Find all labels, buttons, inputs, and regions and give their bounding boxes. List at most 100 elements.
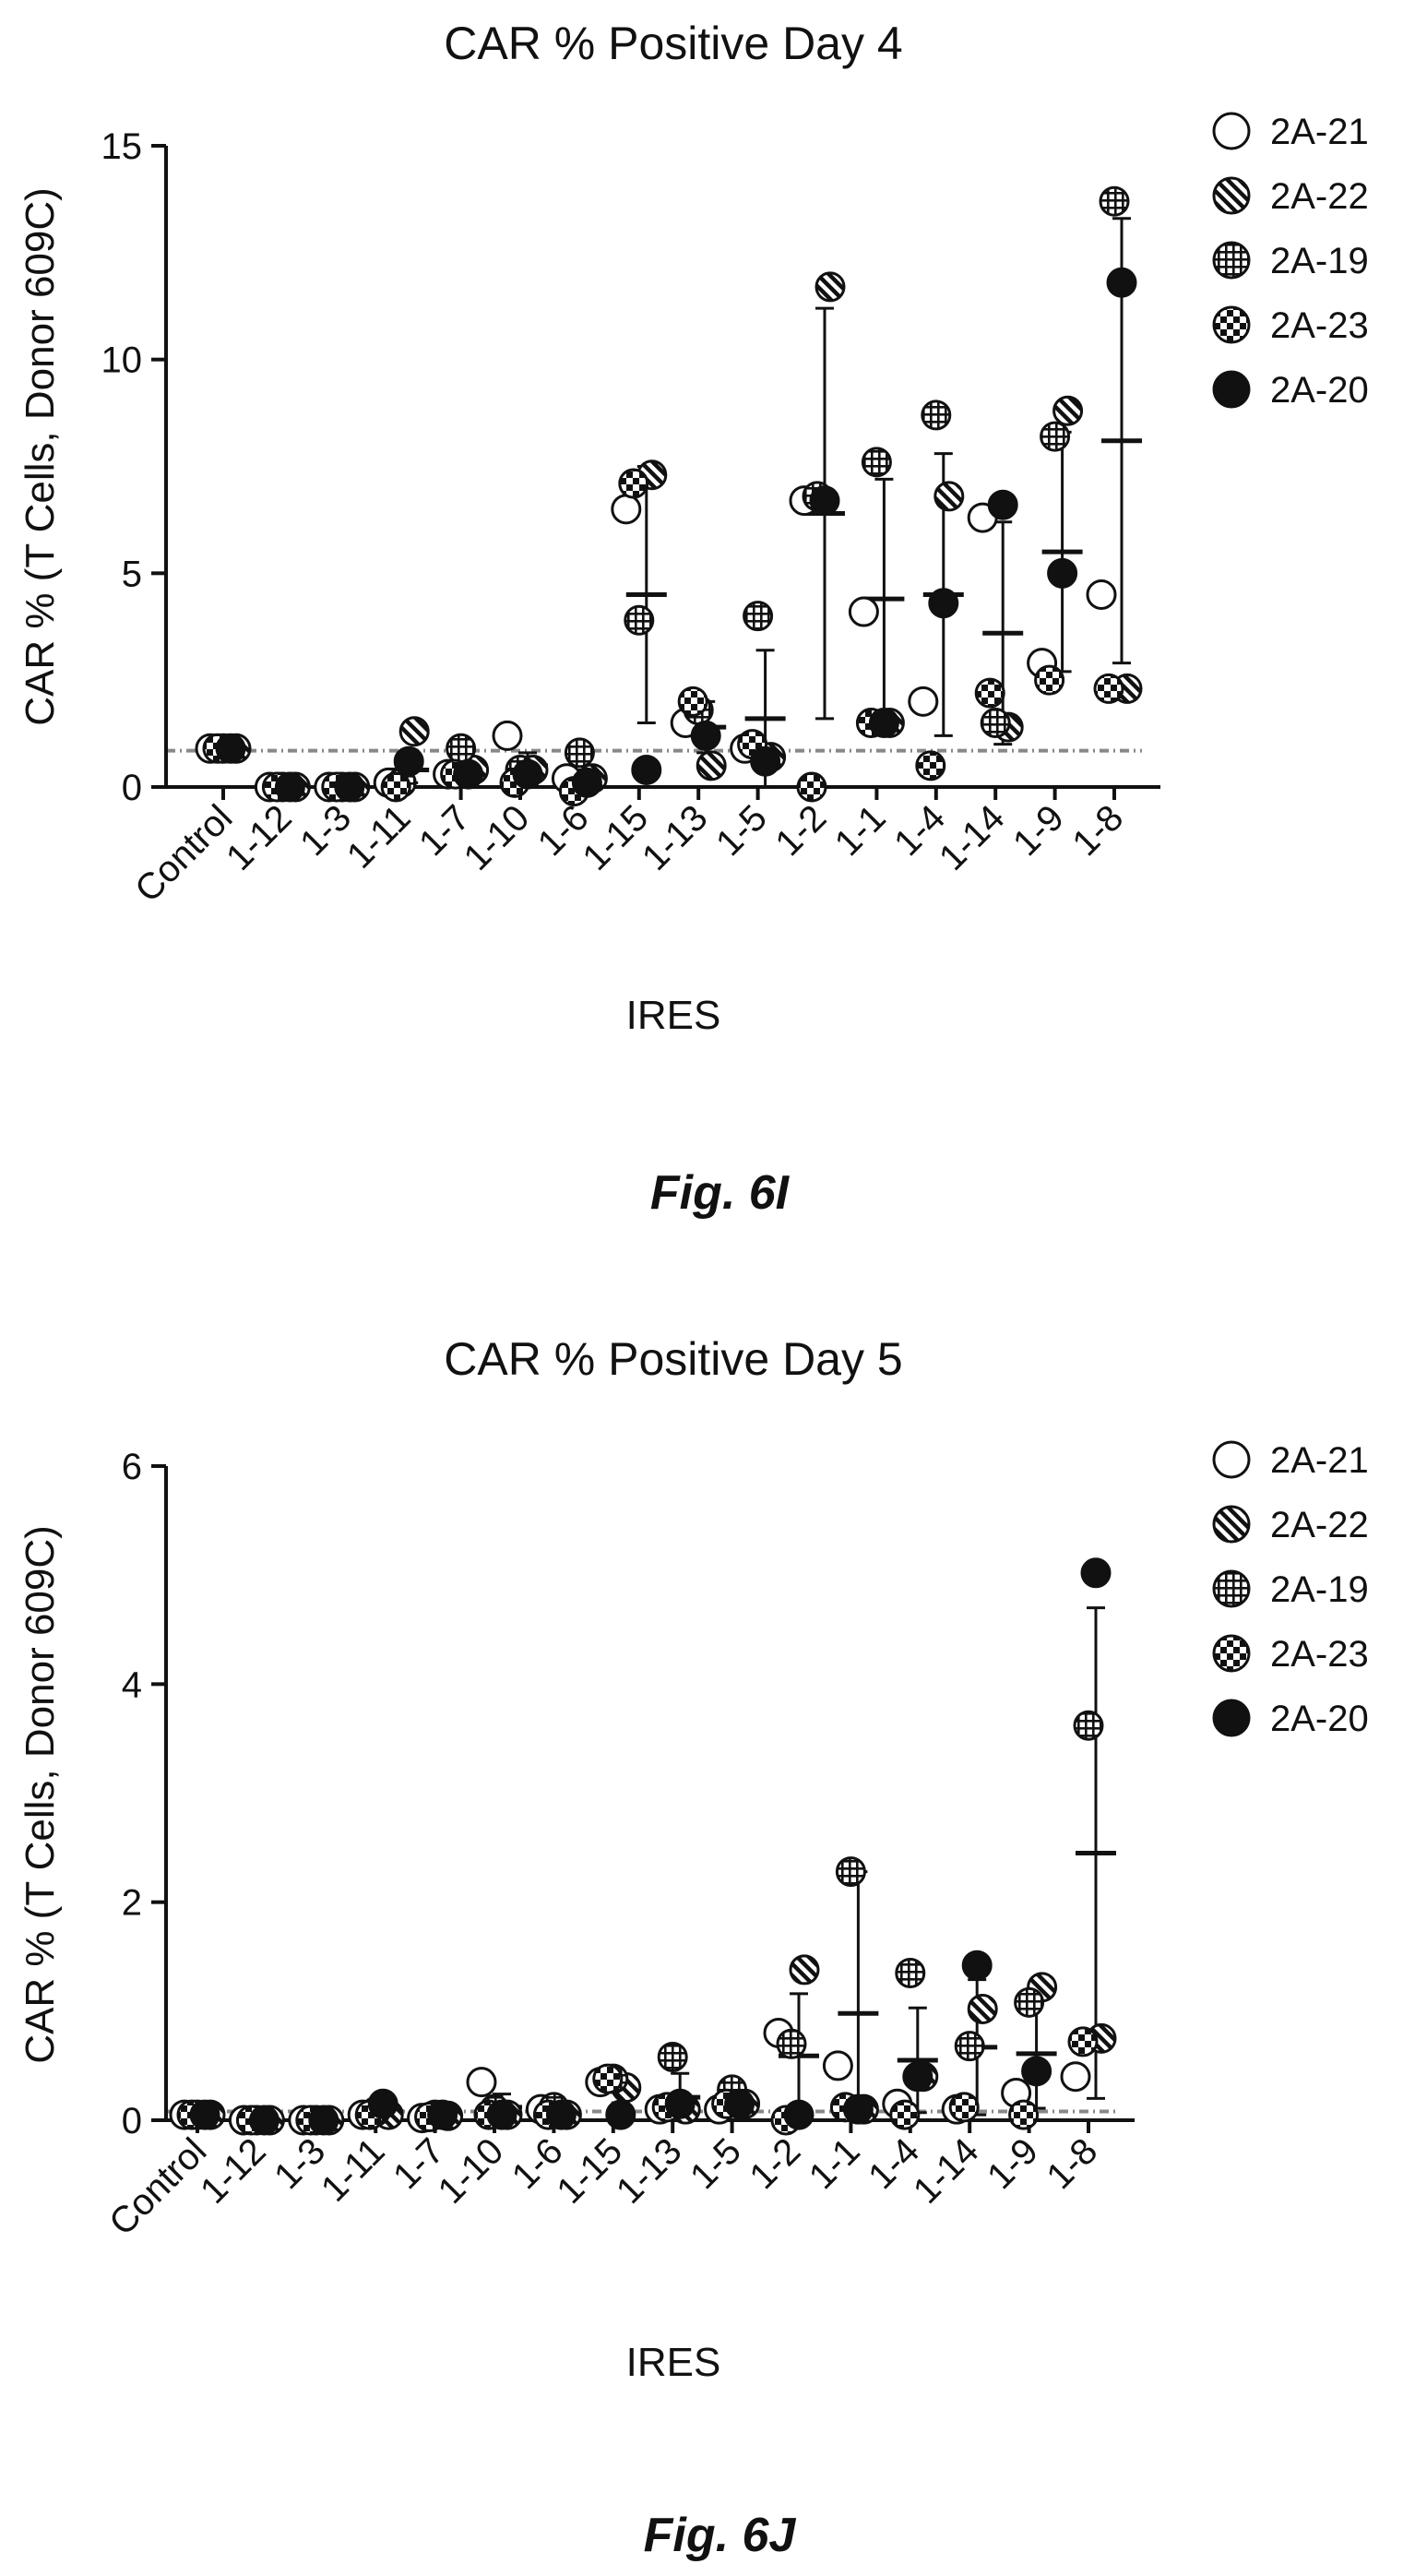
x-tick-label: 1-9 (1005, 797, 1072, 864)
data-point-2a-23 (380, 771, 411, 803)
data-point-2a-22 (398, 716, 430, 747)
x-tick-label: 1-5 (683, 2130, 749, 2197)
x-tick-label: 1-13 (635, 797, 716, 878)
data-point-2a-20 (189, 2099, 220, 2130)
legend-marker-2a-22 (1212, 1505, 1251, 1544)
data-point-2a-23 (1093, 673, 1124, 704)
x-tick-label: 1-9 (980, 2130, 1046, 2197)
data-point-2a-20 (690, 720, 721, 751)
legend-marker-2a-21 (1212, 1440, 1251, 1479)
y-tick-label: 0 (122, 2101, 142, 2141)
chart-day-5: CAR % Positive Day 5 0 2 4 6 CAR % (T Cells, … (18, 1333, 1369, 2562)
data-point-2a-19 (564, 737, 595, 769)
data-point-2a-21 (1060, 2061, 1091, 2093)
x-tick-label: 1-13 (609, 2130, 690, 2212)
data-point-2a-23 (677, 686, 708, 717)
legend-marker-2a-19 (1212, 241, 1251, 280)
data-point-2a-19 (835, 1856, 866, 1888)
data-point-2a-21 (908, 686, 939, 717)
legend-marker-2a-22 (1212, 176, 1251, 215)
legend-marker-2a-20 (1212, 370, 1251, 409)
legend-label: 2A-19 (1270, 1569, 1369, 1610)
data-point-2a-20 (809, 485, 840, 517)
x-tick-label: 1-15 (549, 2130, 630, 2212)
legend-marker-2a-20 (1212, 1699, 1251, 1737)
data-point-2a-20 (750, 745, 781, 777)
x-tick-label: 1-14 (906, 2130, 987, 2212)
chart-title: CAR % Positive Day 4 (444, 18, 902, 69)
y-tick-label: 6 (122, 1447, 142, 1487)
data-point-2a-19 (980, 708, 1011, 738)
data-point-2a-19 (895, 1957, 926, 1988)
data-point-2a-21 (848, 596, 879, 627)
data-point-2a-19 (624, 604, 655, 636)
data-point-2a-19 (1014, 1986, 1045, 2018)
data-point-2a-23 (889, 2099, 921, 2130)
legend-label: 2A-20 (1270, 1699, 1369, 1739)
legend-label: 2A-21 (1270, 112, 1369, 152)
data-point-2a-20 (664, 2088, 696, 2119)
data-point-2a-22 (967, 1993, 998, 2024)
x-tick-label: 1-11 (339, 797, 419, 877)
x-axis-label: IRES (626, 2340, 721, 2385)
x-axis-label: IRES (626, 993, 721, 1038)
data-point-2a-23 (915, 750, 946, 781)
data-point-2a-22 (789, 1954, 820, 1986)
x-tick-label: 1-2 (767, 797, 834, 864)
y-tick-label: 10 (101, 340, 143, 381)
y-tick-label: 2 (122, 1883, 142, 1924)
data-point-2a-21 (466, 2067, 497, 2098)
legend-label: 2A-20 (1270, 370, 1369, 411)
data-point-2a-21 (822, 2050, 853, 2081)
data-point-2a-20 (367, 2088, 398, 2119)
data-point-2a-20 (274, 771, 305, 803)
data-point-2a-23 (618, 468, 649, 499)
data-point-2a-20 (334, 771, 365, 803)
data-point-2a-20 (486, 2099, 517, 2130)
x-tick-label: 1-12 (219, 797, 300, 878)
x-tick-label: 1-12 (193, 2130, 274, 2212)
data-point-2a-22 (1052, 395, 1084, 426)
y-tick-label: 4 (122, 1664, 142, 1705)
data-point-2a-23 (974, 677, 1005, 709)
data-point-2a-20 (248, 2105, 279, 2136)
x-tick-label: 1-8 (1064, 797, 1131, 864)
data-point-2a-20 (928, 588, 959, 619)
x-tick-label: 1-10 (431, 2130, 512, 2212)
y-tick-label: 15 (101, 126, 143, 167)
x-tick-label: 1-14 (932, 797, 1013, 878)
data-point-2a-20 (961, 1950, 993, 1981)
legend-label: 2A-21 (1270, 1440, 1369, 1481)
legend-marker-2a-21 (1212, 112, 1251, 150)
data-point-2a-22 (696, 750, 727, 781)
data-point-2a-20 (987, 489, 1018, 520)
legend-label: 2A-22 (1270, 176, 1369, 217)
data-point-2a-23 (1067, 2026, 1099, 2057)
data-point-2a-21 (1086, 579, 1117, 610)
data-point-2a-20 (1047, 557, 1078, 589)
x-tick-label: 1-1 (802, 2130, 868, 2197)
x-tick-label: 1-15 (575, 797, 656, 878)
chart-day-4: CAR % Positive Day 4 0 5 10 15 CAR % (T Cells… (18, 18, 1369, 1220)
data-point-2a-23 (948, 2092, 980, 2123)
figure-caption: Fig. 6I (650, 1166, 791, 1220)
data-point-2a-19 (1040, 421, 1071, 452)
data-point-2a-19 (921, 400, 952, 431)
data-point-2a-23 (796, 771, 827, 803)
data-point-2a-20 (571, 767, 602, 798)
data-point-2a-20 (512, 758, 543, 790)
x-tick-label: 1-10 (457, 797, 538, 878)
data-point-2a-19 (861, 447, 892, 478)
data-point-2a-23 (592, 2063, 624, 2094)
x-tick-label: 1-1 (827, 797, 894, 864)
data-point-2a-19 (657, 2041, 688, 2072)
data-point-2a-19 (1073, 1710, 1104, 1741)
data-point-2a-20 (215, 733, 246, 764)
legend-marker-2a-19 (1212, 1569, 1251, 1608)
y-tick-label: 5 (122, 554, 142, 594)
data-point-2a-21 (611, 494, 642, 525)
data-point-2a-19 (743, 601, 774, 632)
y-axis-label: CAR % (T Cells, Donor 609C) (18, 1525, 63, 2064)
data-point-2a-19 (954, 2031, 985, 2062)
data-point-2a-20 (724, 2088, 755, 2119)
